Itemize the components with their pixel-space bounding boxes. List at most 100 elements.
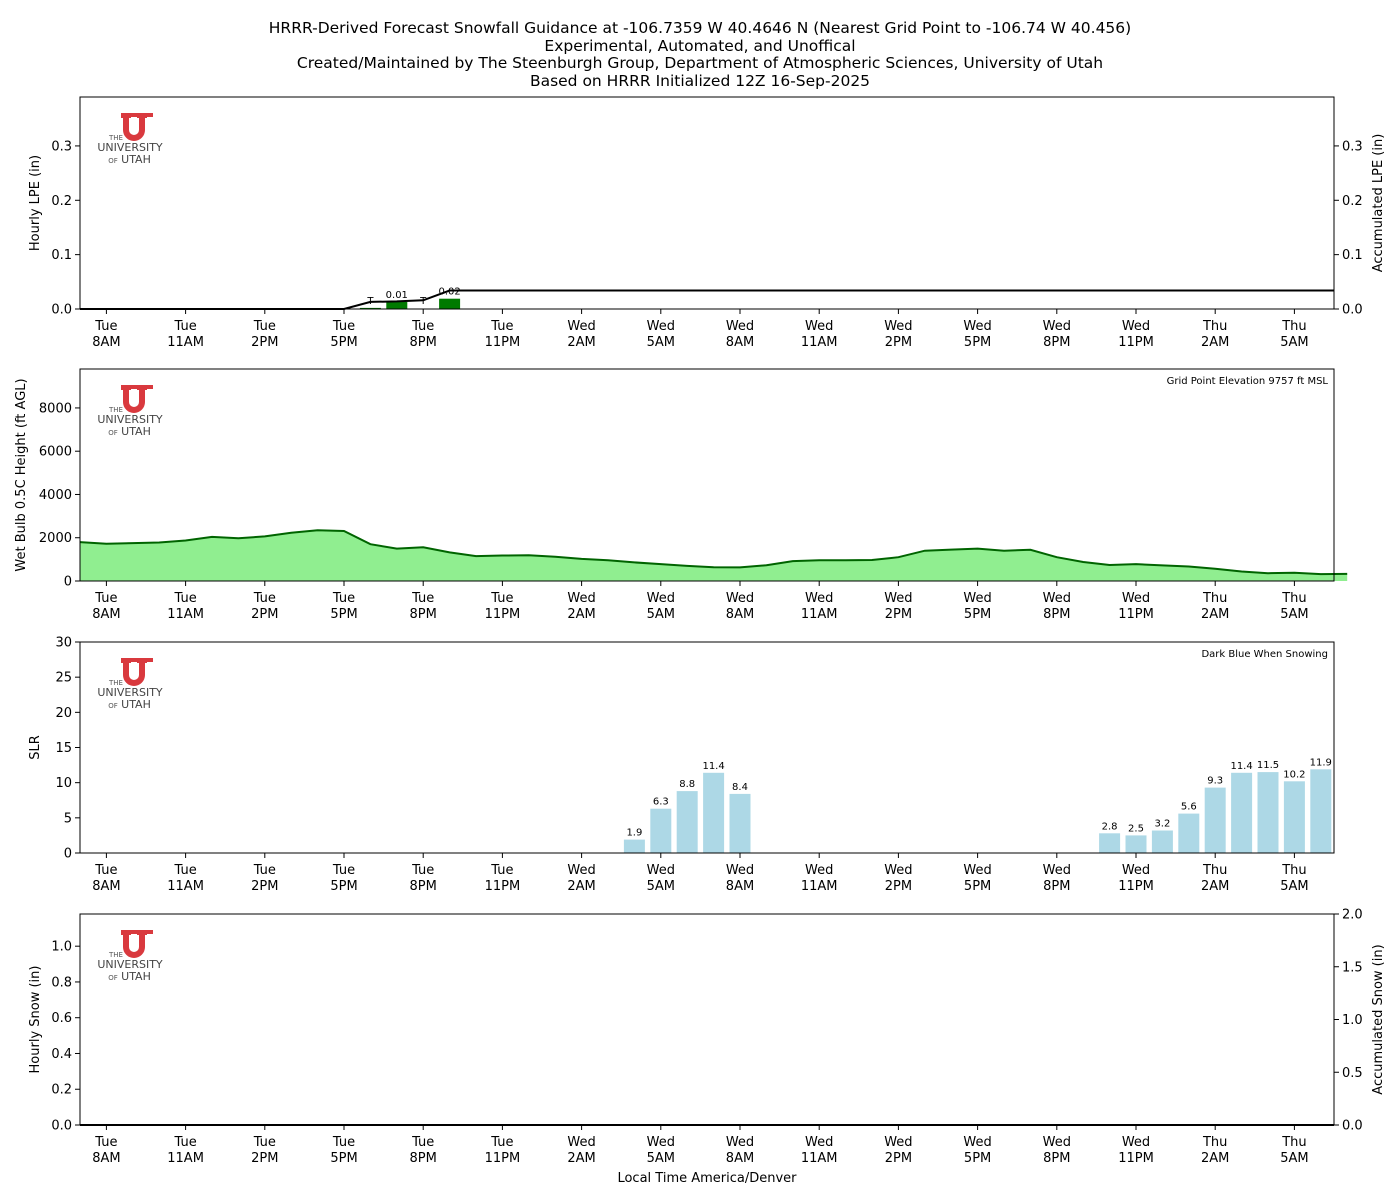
x-tick-time-2-8: 8AM (726, 607, 754, 622)
x-tick-day-3-1: Tue (173, 863, 196, 878)
x-tick-day-4-15: Thu (1281, 1135, 1306, 1150)
logo-utah-text: UTAH (121, 153, 151, 166)
bar-label-3-1: 6.3 (653, 797, 669, 808)
x-tick-time-1-4: 8PM (410, 335, 437, 350)
bar-label-3-13: 11.9 (1310, 757, 1332, 768)
x-tick-day-4-4: Tue (411, 1135, 434, 1150)
bar-3-0 (623, 839, 645, 853)
bar-3-10 (1231, 772, 1253, 853)
x-tick-time-4-10: 2PM (885, 1151, 912, 1166)
x-tick-day-2-12: Wed (1043, 591, 1071, 606)
x-tick-day-1-10: Wed (884, 319, 912, 334)
x-tick-day-1-9: Wed (805, 319, 833, 334)
x-tick-day-3-10: Wed (884, 863, 912, 878)
x-tick-time-1-6: 2AM (567, 335, 595, 350)
bar-label-3-11: 11.5 (1257, 760, 1279, 771)
block-u-bar-icon (121, 113, 153, 117)
y-tick-label-1-0: 0.0 (51, 303, 72, 318)
plot-frame-4 (79, 913, 1335, 1126)
x-tick-time-1-0: 8AM (92, 335, 120, 350)
block-u-left-icon (123, 935, 128, 947)
x-tick-time-1-2: 2PM (251, 335, 278, 350)
x-tick-time-2-6: 2AM (567, 607, 595, 622)
x-tick-day-4-8: Wed (726, 1135, 754, 1150)
x-tick-time-3-13: 11PM (1118, 879, 1154, 894)
x-tick-time-3-7: 5AM (647, 879, 675, 894)
x-tick-time-1-5: 11PM (485, 335, 521, 350)
y-right-tick-label-1-1: 0.1 (1342, 248, 1363, 263)
plot-frame-1 (79, 96, 1335, 310)
bar-3-6 (1125, 835, 1147, 853)
y-tick-label-3-3: 15 (55, 741, 72, 756)
title-line-2: Experimental, Automated, and Unoffical (544, 36, 856, 55)
y-axis-label-1: Hourly LPE (in) (28, 155, 43, 251)
bar-label-3-12: 10.2 (1283, 769, 1305, 780)
x-tick-time-2-3: 5PM (330, 607, 357, 622)
x-tick-time-2-1: 11AM (167, 607, 204, 622)
bar-label-3-4: 8.4 (732, 782, 748, 793)
x-tick-day-1-3: Tue (332, 319, 355, 334)
x-tick-time-4-1: 11AM (167, 1151, 204, 1166)
x-tick-time-2-4: 8PM (410, 607, 437, 622)
x-tick-time-2-5: 11PM (485, 607, 521, 622)
bar-label-1-3: 0.02 (438, 287, 460, 298)
x-tick-time-4-6: 2AM (567, 1151, 595, 1166)
y-right-tick-label-4-1: 0.5 (1342, 1066, 1363, 1081)
y-axis-label-4: Hourly Snow (in) (28, 966, 43, 1074)
x-tick-day-1-14: Thu (1202, 319, 1227, 334)
bar-label-1-1: 0.01 (386, 290, 408, 301)
x-tick-day-2-5: Tue (490, 591, 513, 606)
y-right-tick-label-1-0: 0.0 (1342, 303, 1363, 318)
logo-the-text: THE (108, 951, 123, 959)
x-tick-day-2-6: Wed (567, 591, 595, 606)
x-tick-day-1-4: Tue (411, 319, 434, 334)
y-tick-label-1-1: 0.1 (51, 248, 72, 263)
x-tick-day-2-0: Tue (94, 591, 117, 606)
wet-bulb-area (80, 530, 1348, 581)
bar-3-4 (729, 793, 751, 853)
bar-3-9 (1204, 787, 1226, 853)
x-tick-day-2-15: Thu (1281, 591, 1306, 606)
x-tick-day-3-14: Thu (1202, 863, 1227, 878)
x-tick-day-1-7: Wed (647, 319, 675, 334)
x-tick-time-3-10: 2PM (885, 879, 912, 894)
x-tick-time-4-7: 5AM (647, 1151, 675, 1166)
logo-the-text: THE (108, 134, 123, 142)
x-tick-time-4-5: 11PM (485, 1151, 521, 1166)
x-tick-time-3-4: 8PM (410, 879, 437, 894)
x-tick-time-4-9: 11AM (801, 1151, 838, 1166)
x-tick-time-2-12: 8PM (1043, 607, 1070, 622)
logo-utah-text: UTAH (121, 425, 151, 438)
x-tick-day-3-2: Tue (253, 863, 276, 878)
x-tick-time-1-12: 8PM (1043, 335, 1070, 350)
x-tick-day-4-2: Tue (253, 1135, 276, 1150)
x-tick-time-4-12: 8PM (1043, 1151, 1070, 1166)
x-tick-day-4-1: Tue (173, 1135, 196, 1150)
x-tick-day-2-8: Wed (726, 591, 754, 606)
x-tick-time-1-3: 5PM (330, 335, 357, 350)
x-tick-day-1-8: Wed (726, 319, 754, 334)
block-u-right-icon (140, 390, 145, 402)
y-right-tick-label-1-2: 0.2 (1342, 194, 1363, 209)
x-tick-day-3-3: Tue (332, 863, 355, 878)
logo-university-text: UNIVERSITY (97, 686, 163, 699)
x-tick-time-1-13: 11PM (1118, 335, 1154, 350)
y-axis-label-2: Wet Bulb 0.5C Height (ft AGL) (14, 378, 29, 571)
x-tick-day-4-11: Wed (963, 1135, 991, 1150)
x-tick-time-4-13: 11PM (1118, 1151, 1154, 1166)
block-u-bar-icon (121, 930, 153, 934)
bar-1-2 (439, 298, 461, 309)
x-tick-day-3-12: Wed (1043, 863, 1071, 878)
x-tick-day-2-7: Wed (647, 591, 675, 606)
title-line-1: HRRR-Derived Forecast Snowfall Guidance … (268, 19, 1132, 37)
x-tick-day-1-5: Tue (490, 319, 513, 334)
x-tick-day-4-7: Wed (647, 1135, 675, 1150)
x-tick-day-2-2: Tue (253, 591, 276, 606)
logo-of-text: OF (108, 974, 118, 982)
x-tick-day-4-10: Wed (884, 1135, 912, 1150)
title-line-4: Based on HRRR Initialized 12Z 16-Sep-202… (529, 71, 871, 90)
x-tick-day-4-0: Tue (94, 1135, 117, 1150)
x-axis-label: Local Time America/Denver (617, 1171, 797, 1186)
block-u-right-icon (140, 663, 145, 675)
